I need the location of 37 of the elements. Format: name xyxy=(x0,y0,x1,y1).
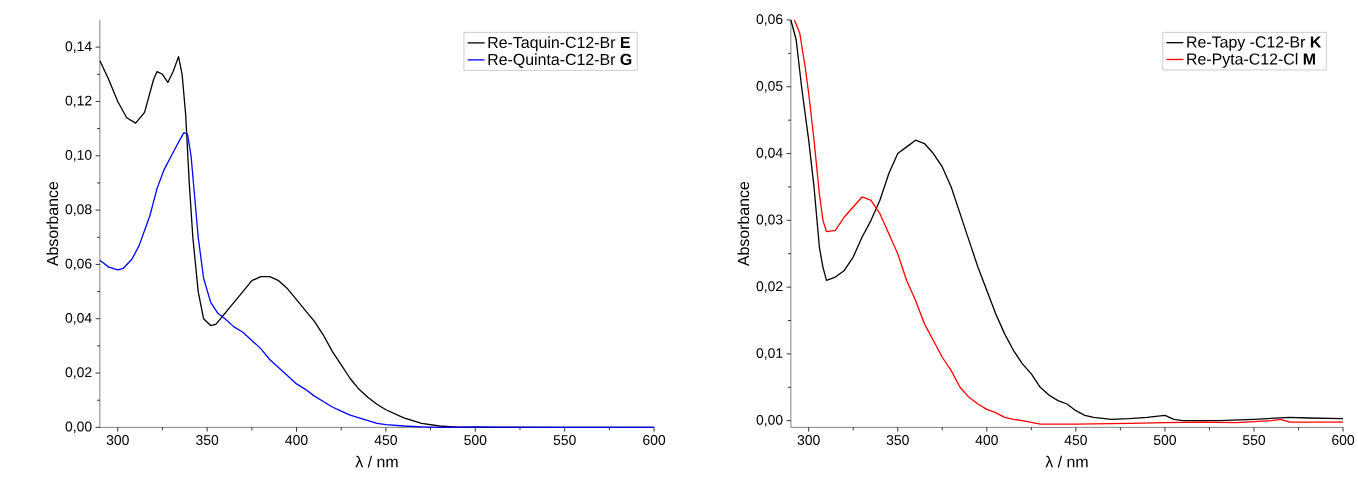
x-tick-label: 550 xyxy=(553,434,576,445)
y-axis-title: Absorbance xyxy=(46,181,59,266)
y-tick-label: 0,03 xyxy=(756,214,783,226)
y-tick-label: 0,12 xyxy=(65,95,92,108)
x-tick-label: 400 xyxy=(285,434,308,445)
y-tick-label: 0,02 xyxy=(65,367,92,379)
x-tick-label: 450 xyxy=(374,434,397,445)
y-tick-label: 0,04 xyxy=(756,147,783,160)
x-tick-label: 350 xyxy=(196,434,219,445)
x-tick-label: 300 xyxy=(106,434,129,445)
x-tick-label: 300 xyxy=(797,434,820,445)
y-tick-label: 0,14 xyxy=(65,41,92,53)
x-tick-label: 550 xyxy=(1242,434,1266,445)
y-tick-label: 0,05 xyxy=(756,80,783,93)
y-tick-label: 0,00 xyxy=(756,414,783,427)
y-tick-label: 0,01 xyxy=(756,348,783,360)
x-tick-label: 450 xyxy=(1064,434,1087,445)
y-tick-label: 0,06 xyxy=(756,14,783,26)
y-axis-title: Absorbance xyxy=(737,181,750,266)
y-tick-label: 0,10 xyxy=(65,149,92,162)
legend-label: Re-Quinta-C12-Br G xyxy=(488,53,632,68)
x-tick-label: 600 xyxy=(643,434,666,445)
x-tick-label: 500 xyxy=(1153,434,1177,445)
legend-label: Re-Pyta-C12-Cl M xyxy=(1187,52,1315,68)
x-axis-title: λ / nm xyxy=(1045,455,1088,468)
y-tick-label: 0,02 xyxy=(756,281,783,293)
legend-label: Re-Taquin-C12-Br E xyxy=(488,36,630,52)
y-tick-label: 0,00 xyxy=(65,421,92,433)
y-tick-label: 0,04 xyxy=(65,312,92,325)
legend-label: Re-Tapy -C12-Br K xyxy=(1187,36,1322,51)
x-tick-label: 500 xyxy=(464,434,487,445)
y-tick-label: 0,06 xyxy=(65,258,92,271)
x-tick-label: 400 xyxy=(975,434,998,445)
x-tick-label: 600 xyxy=(1332,434,1355,445)
x-tick-label: 350 xyxy=(886,434,909,445)
x-axis-title: λ / nm xyxy=(355,455,398,468)
y-tick-label: 0,08 xyxy=(65,204,92,216)
